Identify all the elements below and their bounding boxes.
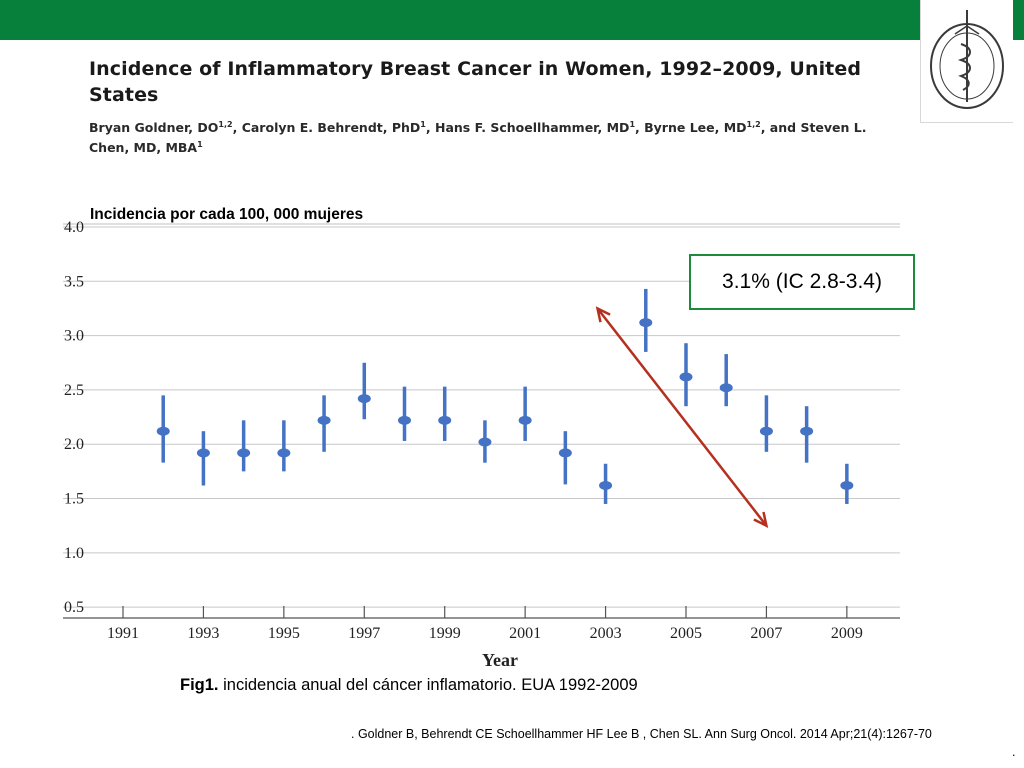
data-point [719,383,733,393]
data-point [438,415,452,425]
x-tick-label: 1997 [348,625,380,642]
data-point [478,437,492,447]
x-tick-label: 1991 [107,625,139,642]
x-tick-label: 1999 [429,625,461,642]
x-tick-label: 2007 [750,625,782,642]
caption-text: incidencia anual del cáncer inflamatorio… [218,676,638,694]
author-affiliation: 1 [629,120,636,129]
x-tick-label: 1995 [268,625,300,642]
institute-seal-icon [930,10,1004,109]
header-bar [0,0,1024,40]
author-name: Carolyn E. Behrendt, PhD [241,120,421,136]
citation-end: . [1012,745,1016,759]
data-point [840,480,854,490]
data-point [397,415,411,425]
data-point [679,372,693,382]
paper-title: Incidence of Inflammatory Breast Cancer … [89,58,862,106]
institute-logo [920,0,1013,123]
x-tick-label: 2009 [831,625,863,642]
data-point [317,415,331,425]
author-affiliation: 1 [420,120,426,129]
paper-header: Incidence of Inflammatory Breast Cancer … [89,56,909,156]
data-point [237,448,251,458]
y-tick-label: 2.0 [64,436,84,453]
data-point [558,448,572,458]
author-name: Bryan Goldner, DO [89,120,219,136]
data-point [800,426,814,436]
y-tick-label: 3.0 [64,328,84,345]
y-tick-label: 3.5 [64,273,84,290]
caption-label: Fig1. [180,676,219,694]
data-point [599,480,613,490]
x-tick-label: 2001 [509,625,541,642]
x-axis-title: Year [482,650,518,670]
y-tick-label: 1.5 [64,491,84,508]
y-tick-label: 2.5 [64,382,84,399]
author-name: Hans F. Schoellhammer, MD [434,120,630,136]
rate-callout: 3.1% (IC 2.8-3.4) [689,254,915,310]
y-tick-label: 4.0 [64,219,84,236]
x-tick-label: 2005 [670,625,702,642]
author-name: Byrne Lee, MD [644,120,747,136]
data-point [277,448,291,458]
author-affiliation: 1,2 [746,120,761,129]
trend-arrow-line [596,307,768,527]
y-tick-label: 1.0 [64,545,84,562]
author-affiliation: 1,2 [218,120,233,129]
x-tick-label: 1993 [187,625,219,642]
author-name: Steven L. Chen, MD, MBA [89,120,867,156]
x-tick-label: 2003 [590,625,622,642]
data-point [639,318,653,328]
data-point [759,426,773,436]
data-point [156,426,170,436]
paper-authors: Bryan Goldner, DO1,2, Carolyn E. Behrend… [89,120,867,156]
trend-arrowhead-start [595,306,611,323]
figure-caption: Fig1. incidencia anual del cáncer inflam… [180,676,638,695]
y-axis-label: Incidencia por cada 100, 000 mujeres [90,206,364,223]
trend-arrowhead-end [753,511,769,528]
author-affiliation: 1 [197,140,203,150]
data-point [357,394,371,404]
data-point [196,448,210,458]
y-tick-label: 0.5 [64,599,84,616]
data-point [518,415,532,425]
citation: . Goldner B, Behrendt CE Schoellhammer H… [351,727,932,741]
